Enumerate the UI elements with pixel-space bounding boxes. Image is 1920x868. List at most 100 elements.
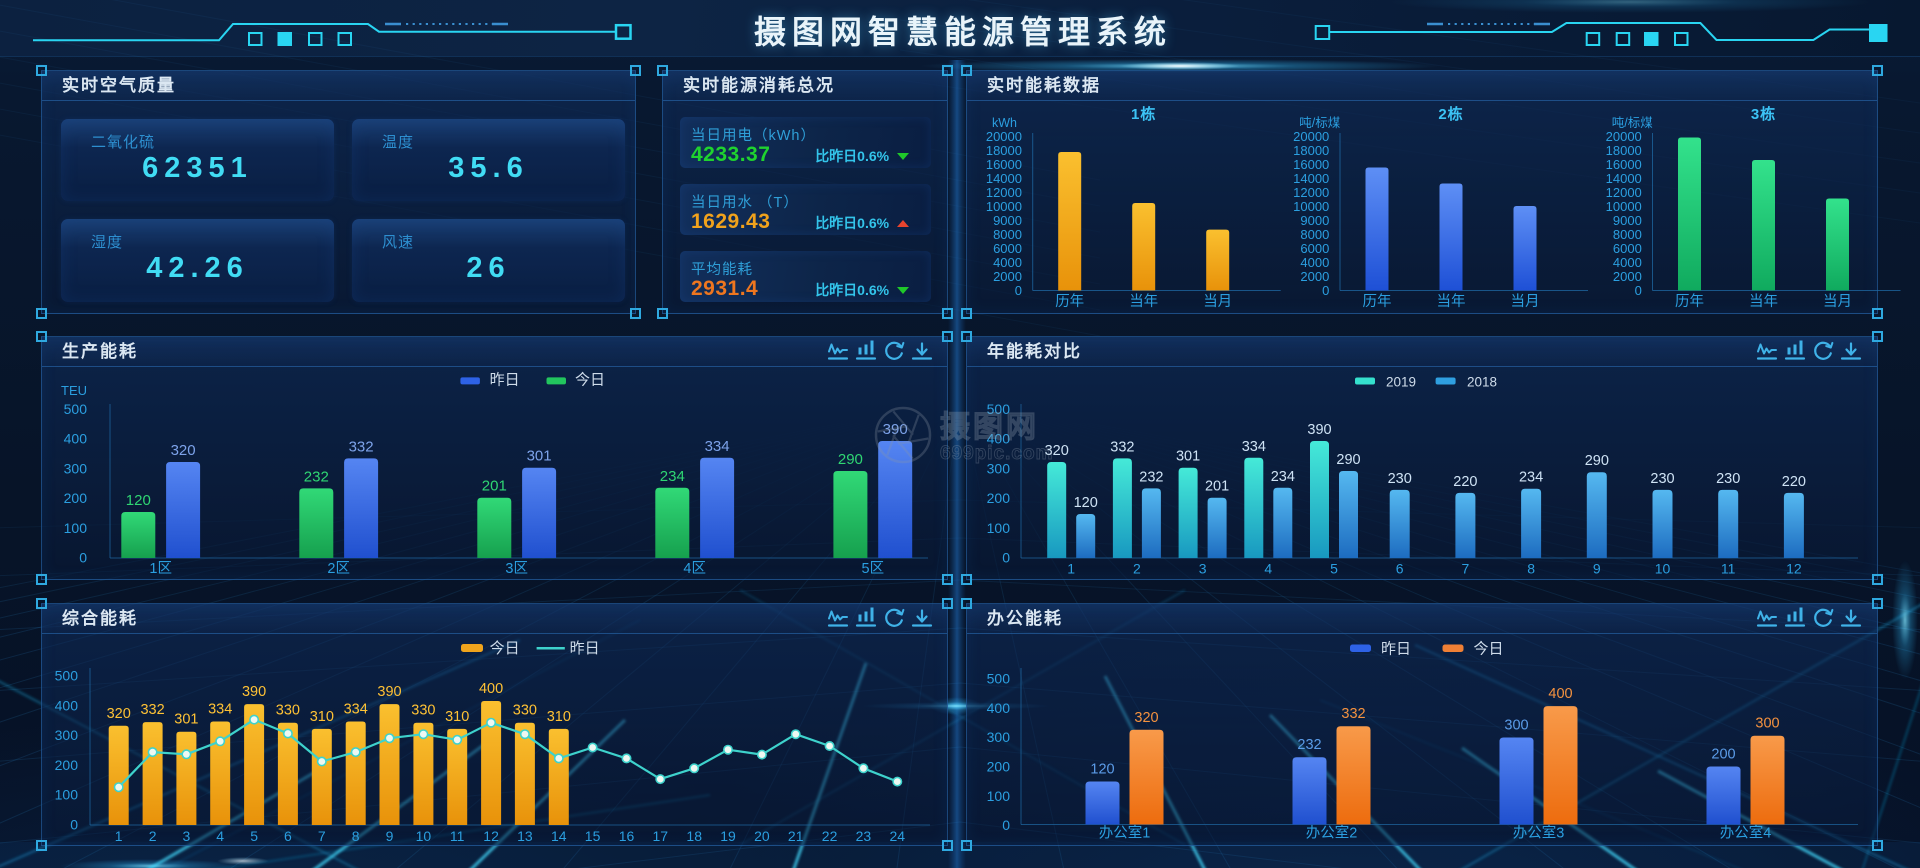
svg-text:100: 100 [64,520,88,536]
svg-text:4000: 4000 [1300,255,1329,270]
svg-text:400: 400 [987,700,1011,716]
svg-text:4区: 4区 [683,561,706,577]
svg-text:500: 500 [987,401,1011,417]
svg-text:12: 12 [1786,561,1802,577]
svg-text:6: 6 [284,828,292,844]
svg-text:10: 10 [416,828,432,844]
svg-text:14: 14 [551,828,567,844]
svg-text:历年: 历年 [1363,293,1392,310]
svg-text:15: 15 [585,828,601,844]
svg-text:200: 200 [55,757,79,773]
svg-text:kWh: kWh [992,116,1017,130]
svg-text:5区: 5区 [862,561,885,577]
svg-text:8000: 8000 [1613,227,1642,242]
svg-text:4000: 4000 [993,255,1022,270]
svg-text:234: 234 [660,468,685,485]
svg-text:300: 300 [1755,716,1779,732]
svg-text:500: 500 [987,671,1011,687]
svg-text:100: 100 [987,788,1011,804]
svg-text:6000: 6000 [993,241,1022,256]
svg-text:201: 201 [482,478,507,495]
svg-text:390: 390 [377,684,401,700]
svg-text:2栋: 2栋 [1438,105,1463,123]
svg-text:17: 17 [653,828,669,844]
svg-text:办公室2: 办公室2 [1306,825,1358,842]
svg-text:2019: 2019 [1386,375,1416,390]
svg-text:昨日: 昨日 [1381,641,1411,658]
svg-text:400: 400 [987,431,1011,447]
svg-text:100: 100 [987,520,1011,536]
svg-text:2000: 2000 [1300,269,1329,284]
svg-text:10000: 10000 [986,199,1022,214]
svg-text:22: 22 [822,828,838,844]
svg-text:18000: 18000 [986,143,1022,158]
svg-text:310: 310 [310,709,334,725]
svg-text:4: 4 [1264,561,1272,577]
svg-text:0: 0 [1015,283,1022,298]
svg-text:120: 120 [1074,495,1098,511]
svg-text:今日: 今日 [1474,641,1504,658]
svg-text:200: 200 [987,490,1011,506]
svg-text:6: 6 [1396,561,1404,577]
svg-text:0: 0 [1635,283,1642,298]
svg-text:0: 0 [79,550,87,566]
svg-text:0: 0 [1002,550,1010,566]
svg-text:3: 3 [183,828,191,844]
svg-text:9: 9 [1593,561,1601,577]
svg-text:390: 390 [242,684,266,700]
svg-text:200: 200 [1711,747,1735,763]
svg-text:昨日: 昨日 [570,640,600,657]
svg-text:330: 330 [411,703,435,719]
svg-text:12000: 12000 [986,185,1022,200]
svg-text:12000: 12000 [1606,185,1642,200]
svg-text:2: 2 [1133,561,1141,577]
svg-text:400: 400 [1548,686,1572,702]
svg-text:21: 21 [788,828,804,844]
svg-text:7: 7 [318,828,326,844]
svg-text:320: 320 [107,706,131,722]
svg-text:0: 0 [1322,283,1329,298]
svg-text:8000: 8000 [1300,227,1329,242]
svg-text:300: 300 [55,727,79,743]
svg-text:14000: 14000 [1606,171,1642,186]
svg-text:220: 220 [1782,474,1806,490]
svg-text:201: 201 [1205,479,1229,495]
svg-text:19: 19 [720,828,736,844]
svg-text:20: 20 [754,828,770,844]
svg-text:6000: 6000 [1613,241,1642,256]
svg-text:120: 120 [1090,762,1114,778]
svg-text:330: 330 [513,703,537,719]
svg-text:昨日: 昨日 [490,372,520,389]
svg-text:320: 320 [1045,443,1069,459]
svg-text:332: 332 [1341,706,1365,722]
svg-text:10000: 10000 [1293,199,1329,214]
svg-text:0: 0 [70,817,78,833]
svg-text:10: 10 [1655,561,1671,577]
svg-text:300: 300 [1504,718,1528,734]
svg-text:16000: 16000 [986,157,1022,172]
svg-text:320: 320 [1134,710,1158,726]
svg-text:18000: 18000 [1293,143,1329,158]
svg-text:220: 220 [1453,474,1477,490]
svg-text:今日: 今日 [575,372,605,389]
svg-text:16: 16 [619,828,635,844]
svg-text:330: 330 [276,703,300,719]
svg-text:120: 120 [126,492,151,509]
svg-text:当月: 当月 [1823,293,1852,310]
svg-text:234: 234 [1271,469,1295,485]
svg-text:3栋: 3栋 [1751,105,1776,123]
svg-text:5: 5 [250,828,258,844]
svg-text:当月: 当月 [1203,293,1232,310]
svg-text:9000: 9000 [993,213,1022,228]
svg-text:3区: 3区 [505,561,528,577]
svg-text:200: 200 [64,490,88,506]
svg-text:8000: 8000 [993,227,1022,242]
svg-text:14000: 14000 [1293,171,1329,186]
svg-text:吨/标煤: 吨/标煤 [1299,116,1340,130]
svg-text:310: 310 [445,709,469,725]
svg-text:当年: 当年 [1437,293,1466,310]
svg-text:当年: 当年 [1749,293,1778,310]
svg-text:TEU: TEU [61,383,87,398]
svg-text:334: 334 [1242,439,1266,455]
svg-text:2000: 2000 [993,269,1022,284]
